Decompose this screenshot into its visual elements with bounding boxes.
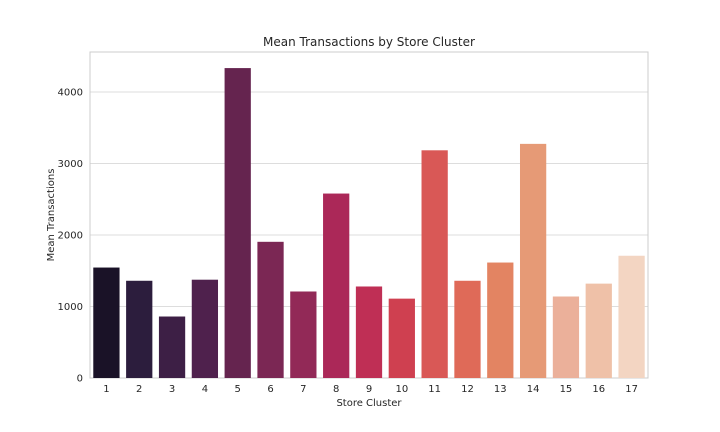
x-tick-labels: 1 2 3 4 5 6 7 8 9 10 11 12 13 14 15 16 17 [103, 384, 638, 395]
x-tick-label: 11 [428, 384, 441, 395]
y-tick-label: 1000 [58, 302, 83, 313]
bar-cluster-11 [421, 150, 448, 378]
y-axis-label: Mean Transactions [46, 169, 57, 262]
x-tick-label: 5 [235, 384, 241, 395]
bar-cluster-10 [388, 298, 415, 378]
bar-cluster-8 [323, 193, 350, 378]
x-tick-label: 7 [300, 384, 306, 395]
bar-cluster-2 [126, 280, 153, 378]
y-tick-label: 0 [77, 374, 83, 385]
bar-cluster-14 [519, 143, 547, 378]
x-tick-label: 2 [136, 384, 142, 395]
x-tick-label: 4 [202, 384, 208, 395]
x-tick-label: 1 [103, 384, 109, 395]
bar-cluster-9 [355, 286, 383, 378]
bar-cluster-15 [552, 296, 580, 378]
bar-cluster-16 [585, 283, 612, 378]
y-tick-label: 4000 [58, 88, 83, 99]
x-axis-label: Store Cluster [336, 398, 402, 409]
bar-cluster-1 [93, 267, 120, 378]
bar-cluster-6 [257, 241, 284, 378]
x-tick-label: 15 [560, 384, 573, 395]
y-tick-labels: 0 1000 2000 3000 4000 [58, 88, 83, 385]
bar-cluster-3 [158, 316, 186, 378]
bar-cluster-7 [290, 291, 317, 378]
x-tick-label: 6 [267, 384, 273, 395]
bar-cluster-17 [618, 255, 645, 378]
x-tick-label: 8 [333, 384, 339, 395]
bar-cluster-12 [454, 280, 481, 378]
x-tick-label: 3 [169, 384, 175, 395]
bar-cluster-5 [224, 68, 251, 379]
x-tick-label: 14 [527, 384, 540, 395]
x-tick-label: 9 [366, 384, 372, 395]
y-tick-label: 2000 [58, 231, 83, 242]
x-tick-label: 16 [592, 384, 605, 395]
x-tick-label: 10 [395, 384, 408, 395]
x-tick-label: 17 [625, 384, 638, 395]
bar-cluster-13 [487, 262, 514, 378]
bar-cluster-4 [191, 279, 219, 378]
y-tick-label: 3000 [58, 159, 83, 170]
chart-title: Mean Transactions by Store Cluster [263, 35, 475, 49]
bar-series [93, 68, 645, 379]
x-tick-label: 12 [461, 384, 474, 395]
x-tick-label: 13 [494, 384, 507, 395]
